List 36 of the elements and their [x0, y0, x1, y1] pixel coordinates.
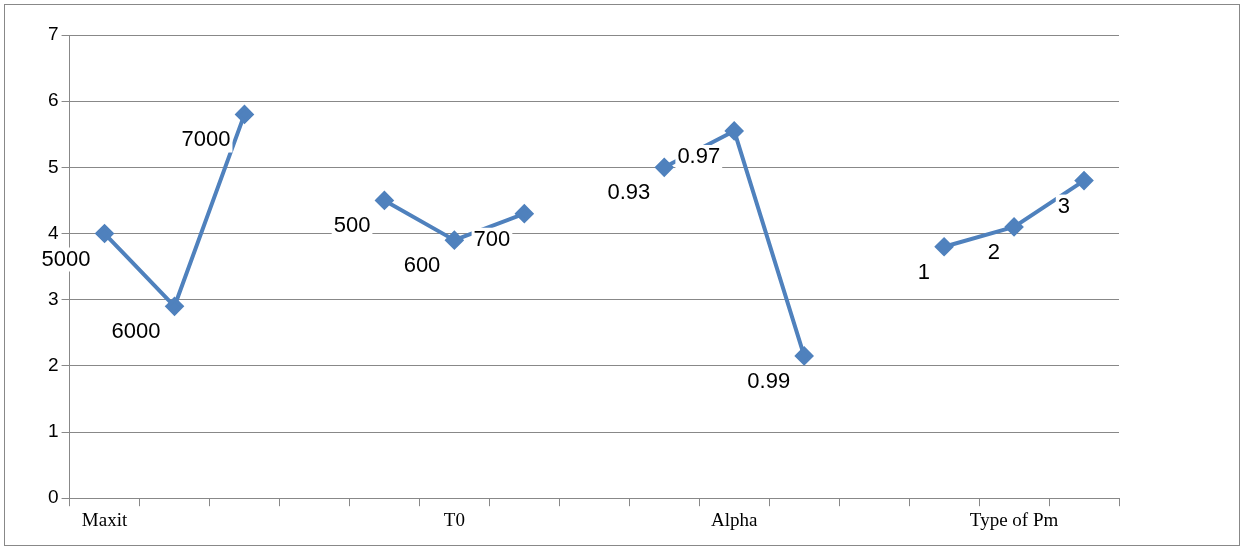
point	[165, 297, 184, 316]
x-tick-label: Alpha	[710, 508, 758, 530]
y-tick-label: 6	[47, 89, 59, 111]
annotation: 700	[473, 225, 511, 251]
point	[445, 231, 464, 250]
x-tick-label: Maxit	[81, 508, 128, 530]
annotation: 0.99	[747, 367, 791, 393]
annotation: 2	[987, 238, 1001, 264]
annotation: 5000	[41, 245, 91, 271]
point	[655, 158, 674, 177]
annotation: 500	[333, 212, 371, 238]
y-tick-label: 5	[47, 155, 59, 177]
annotation: 3	[1057, 192, 1071, 218]
y-tick-label: 2	[47, 354, 59, 376]
x-tick-label: Type of Pm	[969, 508, 1059, 530]
y-tick-label: 3	[47, 287, 59, 309]
annotation: 7000	[181, 126, 231, 152]
y-tick-label: 4	[47, 221, 59, 243]
y-tick-label: 7	[47, 23, 59, 45]
annotation: 0.93	[607, 179, 651, 205]
y-tick-label: 1	[47, 420, 59, 442]
point	[1005, 217, 1024, 236]
point	[935, 237, 954, 256]
x-tick-label: T0	[443, 508, 465, 530]
point	[235, 105, 254, 124]
point	[515, 204, 534, 223]
annotation: 1	[917, 258, 931, 284]
point	[795, 346, 814, 365]
annotation: 600	[403, 252, 441, 278]
annotation: 0.97	[677, 143, 721, 169]
point	[725, 121, 744, 140]
point	[1075, 171, 1094, 190]
point	[375, 191, 394, 210]
point	[95, 224, 114, 243]
y-tick-label: 0	[47, 486, 59, 508]
annotation: 6000	[111, 318, 161, 344]
